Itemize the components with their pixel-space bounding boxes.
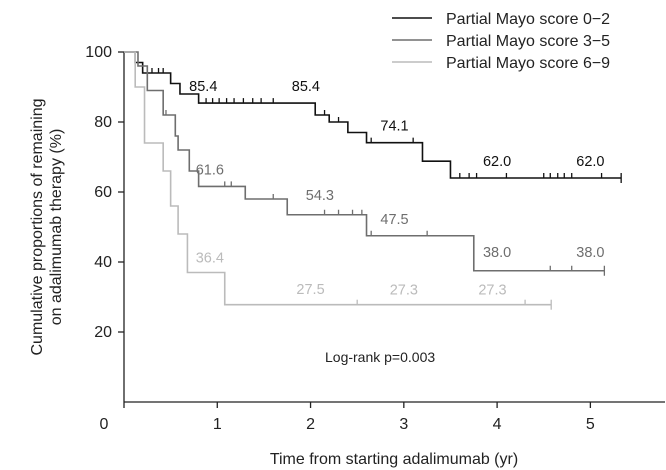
legend-label-3: Partial Mayo score 6−9 [446, 55, 610, 72]
y-axis-title-line: Cumulative proportions of remaining [29, 98, 46, 355]
legend-label-2: Partial Mayo score 3−5 [446, 33, 610, 50]
x-tick-label: 4 [493, 416, 502, 433]
axes: 20 40 60 80 100 0 1 2 3 4 5 Time from starting adal… [29, 44, 665, 468]
data-label: 47.5 [380, 212, 408, 228]
data-label: 36.4 [196, 251, 224, 267]
x-tick-label: 3 [399, 416, 408, 433]
series-3 [124, 51, 552, 310]
y-tick-label: 80 [94, 114, 112, 131]
log-rank-annotation: Log-rank p=0.003 [325, 349, 435, 365]
data-label: 62.0 [576, 154, 604, 170]
data-label: 54.3 [306, 188, 334, 204]
data-label: 74.1 [380, 119, 408, 135]
y-tick-label: 20 [94, 324, 112, 341]
data-label: 27.3 [478, 282, 506, 298]
data-label: 27.5 [296, 282, 324, 298]
x-tick-label: 5 [586, 416, 595, 433]
y-tick-label: 100 [85, 44, 112, 61]
series-layer [124, 51, 622, 310]
series-2 [124, 51, 606, 276]
y-axis-title-line: on adalimumab therapy (%) [48, 129, 65, 326]
x-tick-label: 1 [213, 416, 222, 433]
data-label: 61.6 [196, 162, 224, 178]
data-label: 85.4 [292, 79, 320, 95]
km-curve-series-2 [124, 51, 605, 272]
data-label: 27.3 [390, 282, 418, 298]
data-label: 62.0 [483, 154, 511, 170]
x-axis-title: Time from starting adalimumab (yr) [270, 451, 518, 468]
x-tick-label: 2 [306, 416, 315, 433]
series-1 [124, 51, 622, 183]
km-curve-series-3 [124, 51, 552, 306]
data-label: 38.0 [483, 245, 511, 261]
data-labels: 85.4 85.4 74.1 62.0 62.0 61.6 54.3 47.5 38.0 38.0… [189, 79, 604, 298]
legend: Partial Mayo score 0−2 Partial Mayo score… [392, 11, 610, 72]
km-curve-series-1 [124, 51, 622, 179]
y-tick-label: 60 [94, 184, 112, 201]
data-label: 38.0 [576, 245, 604, 261]
data-label: 85.4 [189, 79, 217, 95]
y-axis-title: Cumulative proportions of remaining on ad… [29, 98, 65, 355]
legend-label-1: Partial Mayo score 0−2 [446, 11, 610, 28]
x-tick-label: 0 [100, 416, 109, 433]
y-tick-label: 40 [94, 254, 112, 271]
